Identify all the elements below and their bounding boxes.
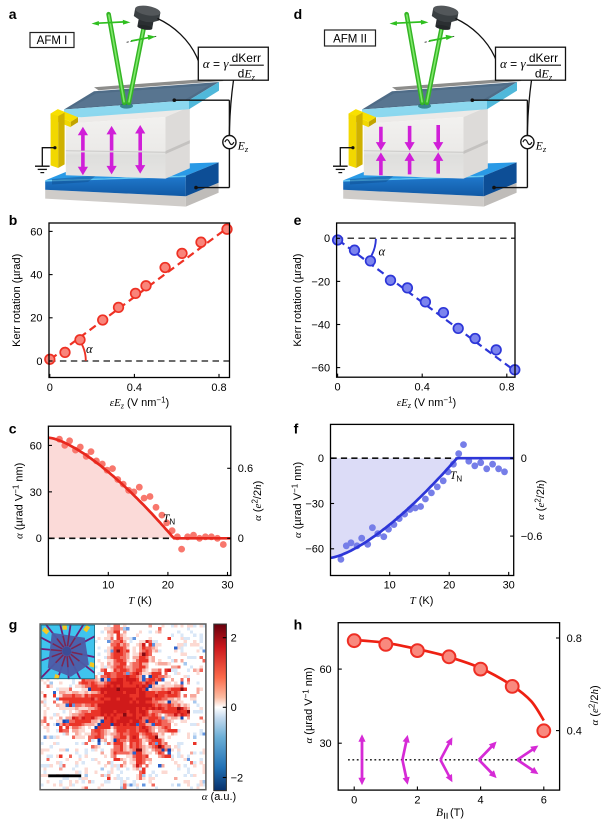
svg-text:TN: TN <box>450 470 462 483</box>
svg-text:B: B <box>436 807 443 819</box>
svg-text:Ez: Ez <box>535 140 547 154</box>
svg-text:30: 30 <box>503 580 515 592</box>
svg-text:0.8: 0.8 <box>567 633 582 645</box>
svg-text:dKerr: dKerr <box>529 51 558 65</box>
svg-text:h: h <box>294 617 303 633</box>
svg-text:α (e2/2h): α (e2/2h) <box>250 481 264 521</box>
svg-text:30: 30 <box>221 580 233 592</box>
svg-text:60: 60 <box>30 440 42 452</box>
svg-text:dKerr: dKerr <box>232 51 261 65</box>
svg-text:20: 20 <box>443 580 455 592</box>
svg-text:Ez: Ez <box>237 140 249 154</box>
svg-text:10: 10 <box>384 580 396 592</box>
svg-text:−20: −20 <box>311 276 330 288</box>
svg-text:dEz: dEz <box>238 67 256 82</box>
svg-text:α (a.u.): α (a.u.) <box>202 791 237 803</box>
svg-text:0.8: 0.8 <box>499 382 514 394</box>
svg-text:0: 0 <box>36 533 42 545</box>
svg-text:εEz (V nm−1): εEz (V nm−1) <box>397 395 456 410</box>
svg-text:40: 40 <box>30 270 42 282</box>
svg-text:AFM I: AFM I <box>37 35 68 47</box>
svg-text:α (e2/2h): α (e2/2h) <box>587 685 601 725</box>
svg-text:α (e2/2h): α (e2/2h) <box>533 480 547 520</box>
svg-text:α (µrad V−1 nm): α (µrad V−1 nm) <box>12 463 26 539</box>
svg-text:TN: TN <box>163 513 175 526</box>
svg-text:0: 0 <box>521 453 527 465</box>
svg-text:30: 30 <box>30 487 42 499</box>
svg-text:20: 20 <box>162 580 174 592</box>
svg-text:10: 10 <box>102 580 114 592</box>
svg-text:0: 0 <box>231 702 237 714</box>
svg-text:α = γ: α = γ <box>500 56 527 71</box>
svg-text:60: 60 <box>30 226 42 238</box>
svg-text:α (µrad V−1 nm): α (µrad V−1 nm) <box>290 462 304 538</box>
svg-text:0.4: 0.4 <box>415 382 430 394</box>
svg-text:0.4: 0.4 <box>127 382 142 394</box>
svg-text:f: f <box>294 421 299 437</box>
svg-text:Kerr rotation (µrad): Kerr rotation (µrad) <box>11 254 23 347</box>
svg-text:0: 0 <box>318 453 324 465</box>
svg-text:α: α <box>86 342 93 356</box>
svg-text:0.6: 0.6 <box>238 463 253 475</box>
svg-text:b: b <box>9 212 18 228</box>
svg-text:0: 0 <box>36 356 42 368</box>
svg-text:60: 60 <box>319 664 331 676</box>
svg-text:0.8: 0.8 <box>211 382 226 394</box>
svg-text:0: 0 <box>238 533 244 545</box>
svg-text:−40: −40 <box>311 319 330 331</box>
svg-text:g: g <box>9 617 18 633</box>
svg-text:2: 2 <box>414 794 420 806</box>
svg-text:c: c <box>9 421 17 437</box>
svg-text:T (K): T (K) <box>410 595 434 607</box>
svg-text:T (K): T (K) <box>128 595 152 607</box>
svg-text:α: α <box>379 245 386 259</box>
svg-text:2: 2 <box>231 633 237 645</box>
svg-text:d: d <box>294 6 303 22</box>
svg-text:AFM II: AFM II <box>333 33 367 45</box>
svg-text:dEz: dEz <box>535 67 553 82</box>
svg-text:0: 0 <box>324 233 330 245</box>
svg-text:α = γ: α = γ <box>203 56 230 71</box>
svg-text:e: e <box>294 212 302 228</box>
svg-text:4: 4 <box>478 794 484 806</box>
svg-text:(T): (T) <box>450 807 464 819</box>
svg-text:0.4: 0.4 <box>567 726 582 738</box>
svg-text:6: 6 <box>541 794 547 806</box>
svg-text:0: 0 <box>47 382 53 394</box>
svg-text:Kerr rotation (µrad): Kerr rotation (µrad) <box>292 254 304 347</box>
svg-text:−60: −60 <box>311 363 330 375</box>
svg-text:a: a <box>9 6 17 22</box>
svg-text:0: 0 <box>351 794 357 806</box>
svg-text:−60: −60 <box>305 544 324 556</box>
svg-text:0: 0 <box>335 382 341 394</box>
svg-text:20: 20 <box>30 313 42 325</box>
svg-text:30: 30 <box>319 738 331 750</box>
svg-text:−30: −30 <box>305 498 324 510</box>
svg-text:−0.6: −0.6 <box>521 531 543 543</box>
svg-text:α (µrad V−1 nm): α (µrad V−1 nm) <box>301 667 315 743</box>
svg-text:−2: −2 <box>231 772 244 784</box>
svg-text:εEz (V nm−1): εEz (V nm−1) <box>110 396 169 411</box>
